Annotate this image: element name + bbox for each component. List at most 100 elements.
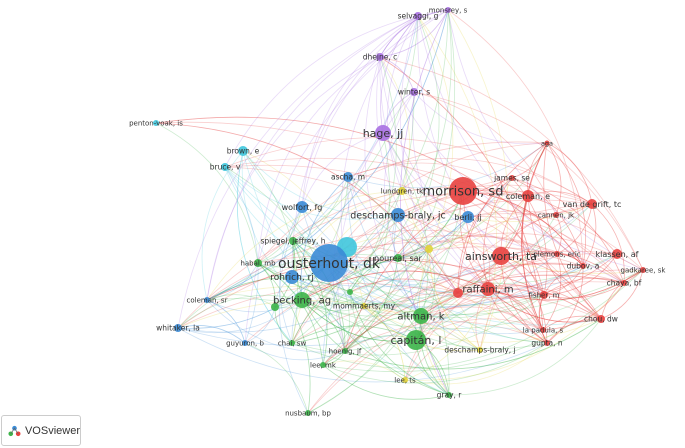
author-label[interactable]: coleman, e (506, 192, 550, 201)
author-node[interactable] (509, 175, 515, 181)
author-node[interactable] (242, 340, 248, 346)
author-label[interactable]: noureal, sar (374, 254, 422, 263)
author-label[interactable]: selvaggi, g (398, 12, 439, 21)
author-node[interactable] (410, 88, 418, 96)
author-label[interactable]: gupta, n (531, 339, 563, 348)
author-node[interactable] (320, 362, 326, 368)
author-label[interactable]: penton-voak, is (129, 119, 183, 127)
author-node[interactable] (621, 280, 627, 286)
author-label[interactable]: hage, jj (363, 127, 404, 140)
author-label[interactable]: gadkaree, sk (621, 266, 667, 274)
author-node[interactable] (540, 327, 546, 333)
author-node[interactable] (254, 259, 262, 267)
author-node[interactable] (310, 244, 348, 282)
author-label[interactable]: spiegel, jeffrey, h (261, 237, 326, 246)
author-node[interactable] (481, 282, 495, 296)
author-node[interactable] (204, 297, 210, 303)
author-label[interactable]: monsrey, s (429, 6, 468, 14)
author-label[interactable]: ousterhout, dk (278, 256, 381, 272)
author-node[interactable] (376, 53, 384, 61)
author-node[interactable] (462, 211, 474, 223)
author-node[interactable] (289, 237, 297, 245)
author-label[interactable]: chaya, bf (607, 279, 642, 288)
author-node[interactable] (413, 308, 429, 324)
author-label[interactable]: mommaerts, my (333, 302, 396, 311)
author-node[interactable] (402, 377, 408, 383)
author-node[interactable] (477, 347, 483, 353)
author-label[interactable]: winter, s (398, 88, 430, 97)
author-node[interactable] (612, 249, 622, 259)
author-node[interactable] (361, 303, 367, 309)
author-node[interactable] (296, 201, 308, 213)
author-node[interactable] (294, 292, 310, 308)
author-label[interactable]: van de grift, tc (563, 200, 622, 209)
author-label[interactable]: deschamps-braly, jc (350, 210, 445, 221)
author-node[interactable] (449, 177, 477, 205)
author-label[interactable]: gray, r (437, 391, 463, 400)
author-label[interactable]: raffaini, m (462, 285, 513, 296)
author-label[interactable]: dhejne, c (363, 53, 397, 62)
author-node[interactable] (446, 392, 452, 398)
author-label[interactable]: ainsworth, ta (465, 250, 537, 263)
author-label[interactable]: lee, mk (310, 361, 337, 369)
author-label[interactable]: altman, k (397, 312, 444, 323)
author-node[interactable] (414, 12, 422, 20)
author-node[interactable] (153, 120, 159, 126)
author-node[interactable] (453, 288, 463, 298)
author-label[interactable]: bruce, v (210, 163, 241, 172)
author-label[interactable]: james, se (493, 174, 530, 183)
author-label[interactable]: coleman, sr (187, 296, 228, 304)
author-node[interactable] (285, 270, 299, 284)
author-label[interactable]: capitán, l (391, 334, 442, 347)
author-node[interactable] (394, 254, 402, 262)
author-label[interactable]: wolfort, fg (282, 203, 323, 212)
author-label[interactable]: dubov, a (567, 262, 600, 271)
author-label[interactable]: hoenig, jf (329, 347, 362, 355)
author-node[interactable] (343, 172, 353, 182)
author-label[interactable]: morrison, sd (423, 185, 504, 200)
author-node[interactable] (553, 212, 559, 218)
author-node[interactable] (342, 348, 348, 354)
author-node[interactable] (554, 251, 560, 257)
author-node[interactable] (640, 267, 646, 273)
author-node[interactable] (544, 340, 550, 346)
author-node[interactable] (492, 247, 510, 265)
author-node[interactable] (540, 291, 548, 299)
author-label[interactable]: lundgren, tk (381, 187, 424, 195)
author-label[interactable]: deschamps-braly, j (444, 346, 515, 355)
author-label[interactable]: chai, sw (278, 339, 307, 347)
author-label[interactable]: lee, ts (394, 376, 416, 384)
author-node[interactable] (305, 410, 311, 416)
author-label[interactable]: guyuron, b (226, 339, 264, 347)
author-label[interactable]: aga (541, 139, 553, 147)
author-node[interactable] (580, 263, 586, 269)
author-node[interactable] (544, 140, 550, 146)
author-node[interactable] (587, 199, 597, 209)
author-label[interactable]: habal, mb (240, 259, 276, 267)
author-node[interactable] (398, 187, 406, 195)
author-label[interactable]: fisher, m (529, 291, 560, 299)
author-node[interactable] (289, 340, 295, 346)
author-label[interactable]: berli, jj (454, 213, 481, 222)
author-label[interactable]: nusbaum, bp (285, 409, 331, 417)
author-node[interactable] (597, 315, 605, 323)
author-label[interactable]: cannen, jk (538, 211, 575, 219)
author-node[interactable] (406, 330, 426, 350)
author-node[interactable] (238, 146, 248, 156)
author-node[interactable] (347, 289, 353, 295)
author-label[interactable]: rohrich, rj (270, 273, 314, 283)
author-node[interactable] (522, 190, 534, 202)
author-node[interactable] (271, 303, 279, 311)
author-label[interactable]: klassen, af (596, 250, 639, 259)
author-label[interactable]: plemons, eric (533, 250, 580, 258)
author-node[interactable] (425, 245, 433, 253)
author-label[interactable]: chou, dw (584, 315, 618, 324)
author-node[interactable] (445, 7, 451, 13)
author-node[interactable] (375, 125, 391, 141)
author-label[interactable]: whitaker, la (156, 324, 200, 333)
author-node[interactable] (221, 163, 229, 171)
author-label[interactable]: becking, ag (273, 296, 331, 307)
author-label[interactable]: la padula, s (523, 326, 564, 334)
